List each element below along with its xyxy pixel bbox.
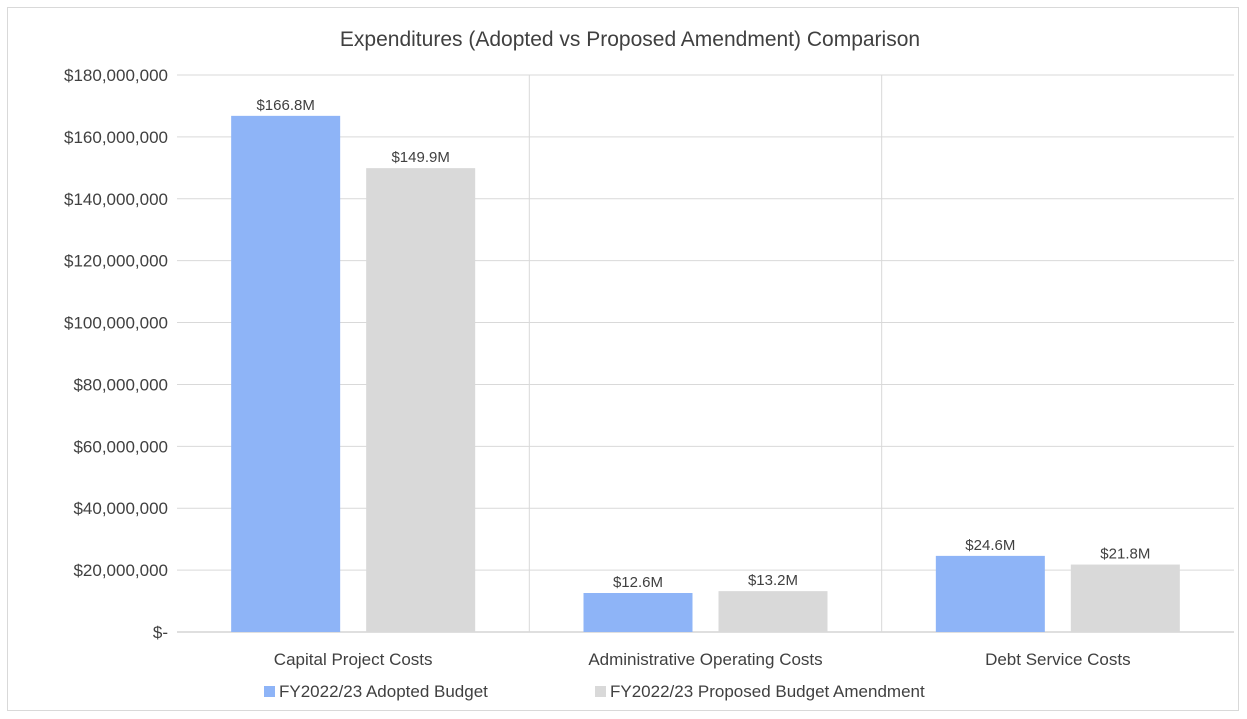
data-label: $149.9M <box>391 149 449 166</box>
x-tick-label: Administrative Operating Costs <box>588 650 822 669</box>
legend-swatch <box>264 686 275 697</box>
bar <box>935 555 1045 632</box>
x-axis: Capital Project Costs Administrative Oper… <box>274 650 1131 669</box>
y-axis: $- $20,000,000 $40,000,000 $60,000,000 $80,0… <box>64 66 168 642</box>
data-label: $12.6M <box>613 574 663 591</box>
bar <box>718 591 828 632</box>
y-tick-label: $80,000,000 <box>73 375 168 394</box>
data-label: $21.8M <box>1100 546 1150 563</box>
bar <box>231 115 341 632</box>
y-tick-label: $180,000,000 <box>64 66 168 85</box>
data-label: $13.2M <box>748 572 798 589</box>
chart-title: Expenditures (Adopted vs Proposed Amendm… <box>340 28 920 51</box>
gridlines <box>177 74 1234 633</box>
bar <box>366 168 476 633</box>
data-label: $24.6M <box>965 537 1015 554</box>
y-tick-label: $120,000,000 <box>64 252 168 271</box>
bar <box>1070 564 1180 632</box>
legend: FY2022/23 Adopted Budget FY2022/23 Propos… <box>264 682 925 701</box>
y-tick-label: $- <box>153 623 168 642</box>
bar <box>583 593 693 632</box>
y-tick-label: $40,000,000 <box>73 499 168 518</box>
y-tick-label: $100,000,000 <box>64 314 168 333</box>
legend-label: FY2022/23 Proposed Budget Amendment <box>610 682 925 701</box>
y-tick-label: $60,000,000 <box>73 437 168 456</box>
x-tick-label: Capital Project Costs <box>274 650 433 669</box>
y-tick-label: $20,000,000 <box>73 561 168 580</box>
y-tick-label: $160,000,000 <box>64 128 168 147</box>
data-labels: $166.8M $149.9M $12.6M $13.2M $24.6M $21.8M <box>256 97 1150 591</box>
y-tick-label: $140,000,000 <box>64 190 168 209</box>
bars <box>231 115 1180 633</box>
legend-label: FY2022/23 Adopted Budget <box>279 682 488 701</box>
legend-swatch <box>595 686 606 697</box>
x-tick-label: Debt Service Costs <box>985 650 1131 669</box>
data-label: $166.8M <box>256 97 314 114</box>
